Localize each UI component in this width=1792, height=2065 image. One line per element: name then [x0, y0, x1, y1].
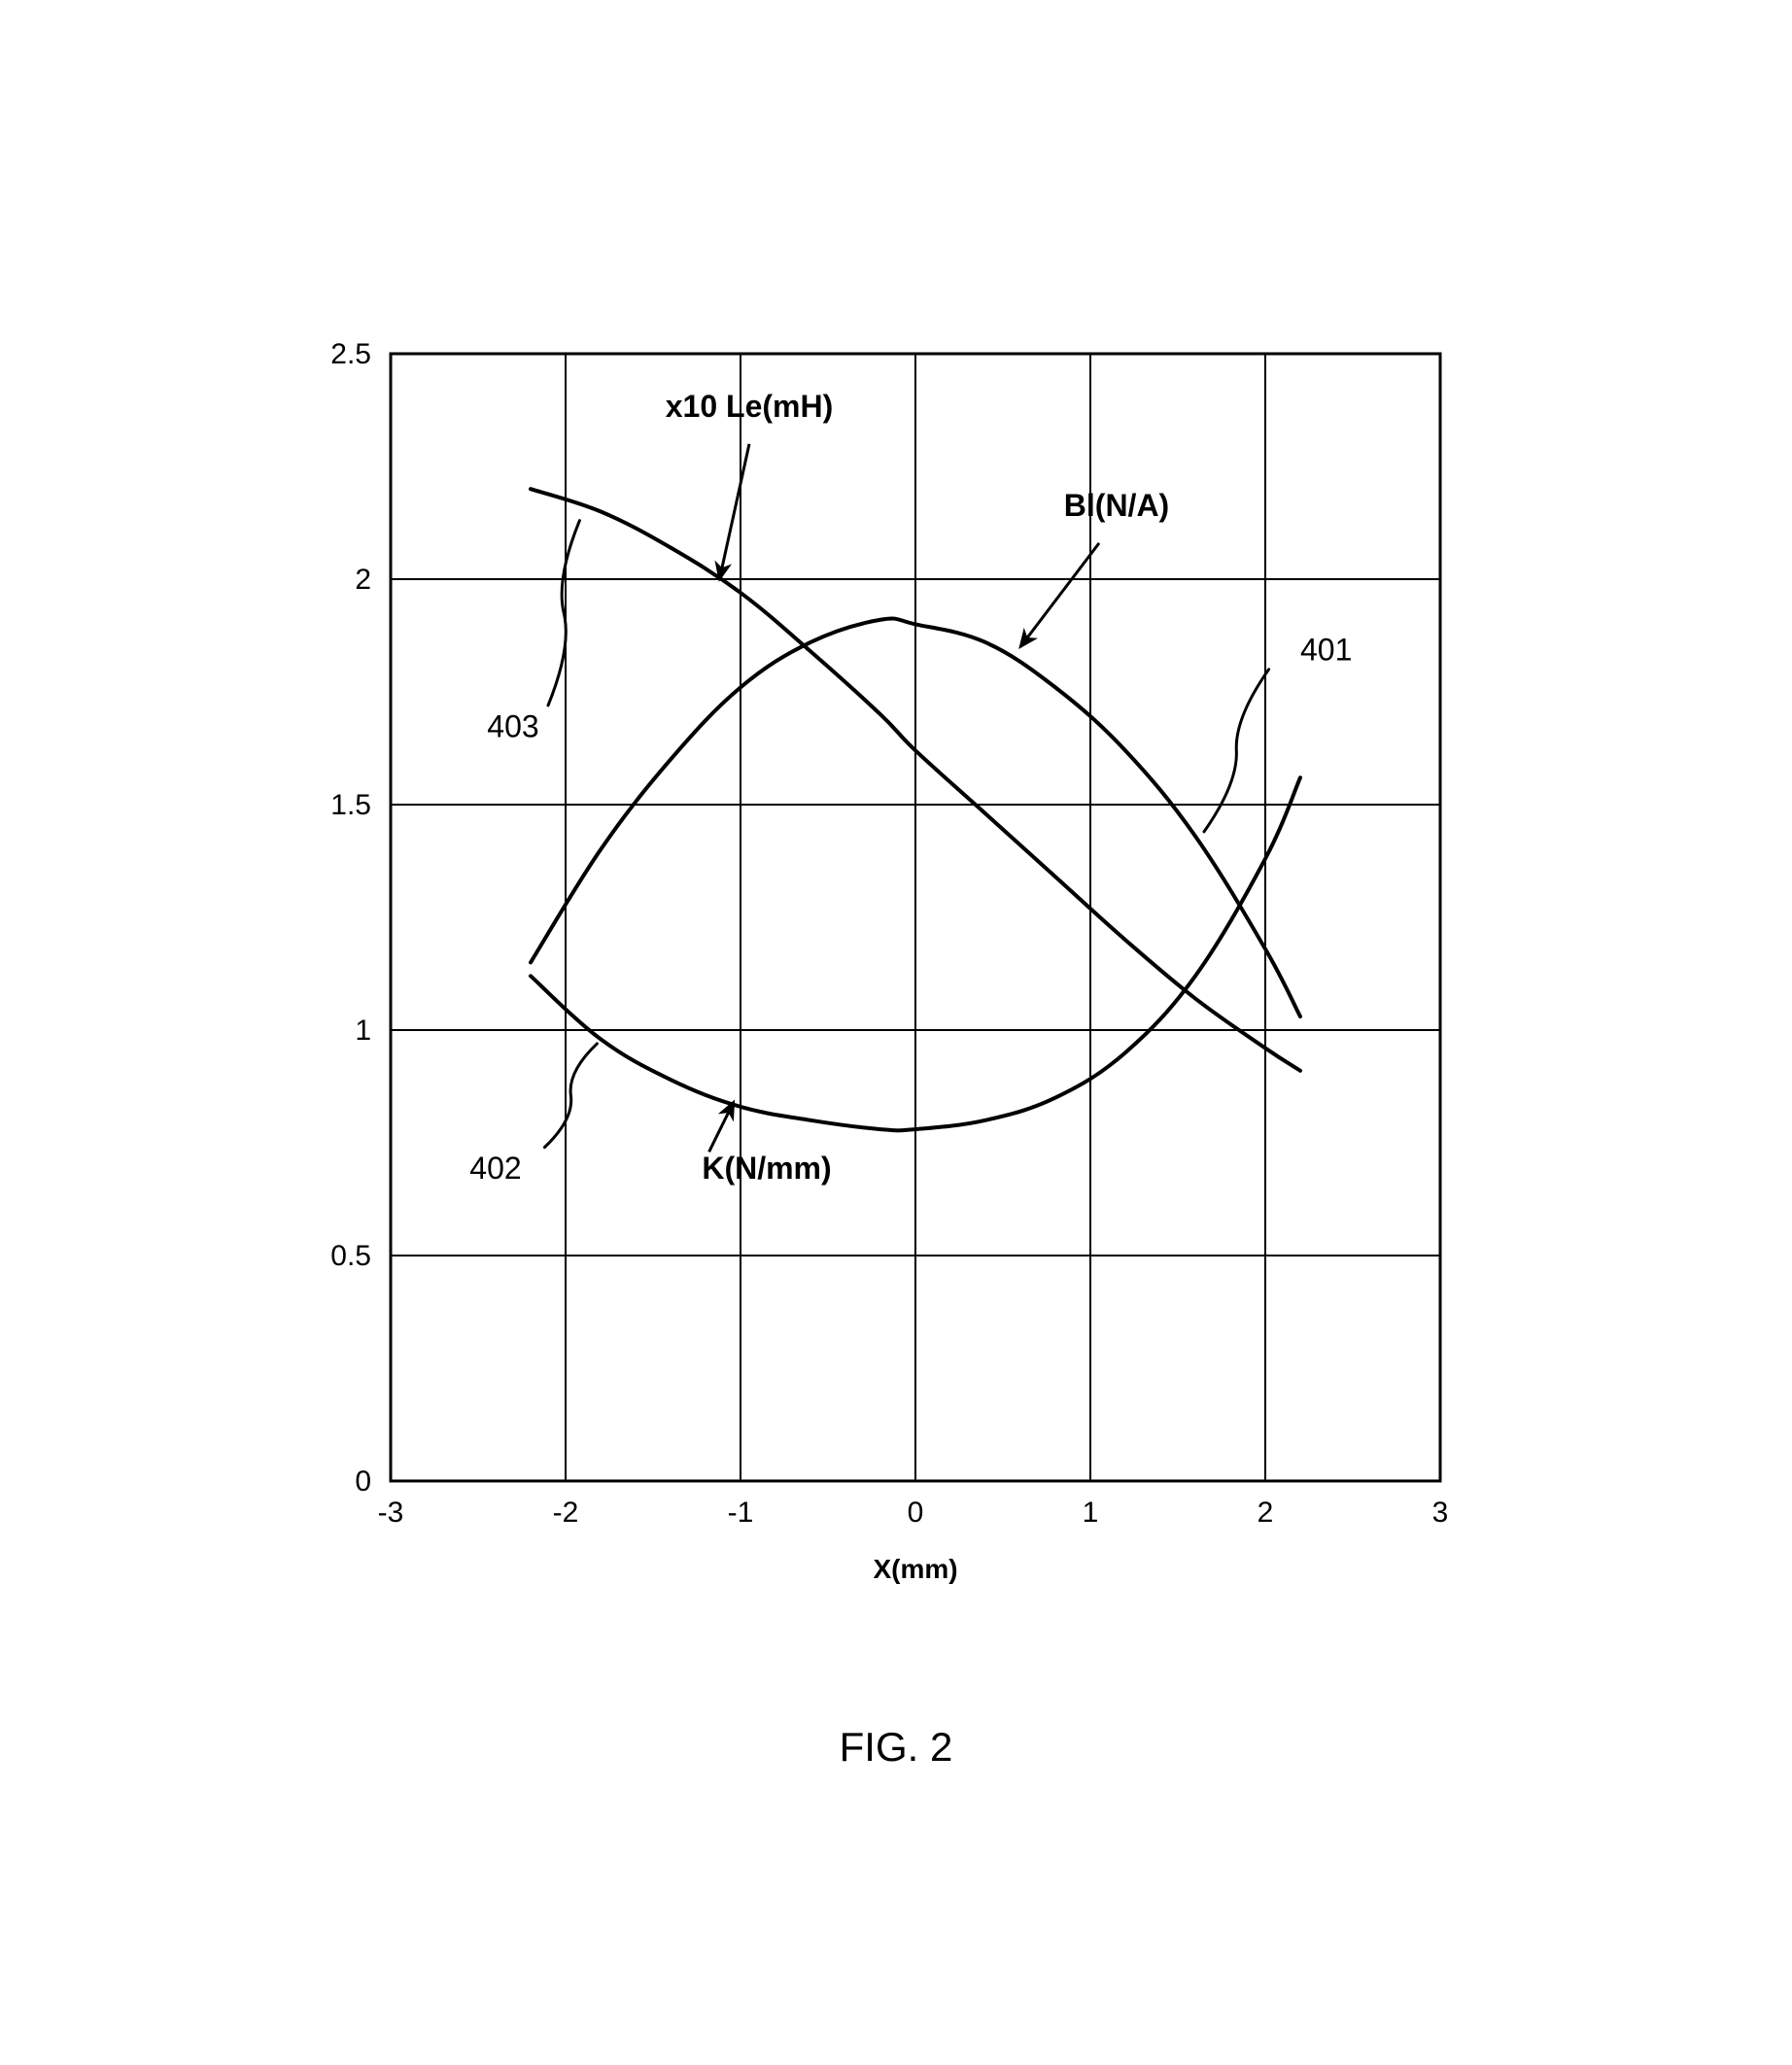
svg-text:0.5: 0.5 — [330, 1240, 371, 1272]
svg-text:2: 2 — [1258, 1497, 1274, 1529]
svg-text:K(N/mm): K(N/mm) — [702, 1151, 831, 1186]
svg-text:401: 401 — [1300, 632, 1352, 667]
svg-text:3: 3 — [1432, 1497, 1449, 1529]
chart-container: -3 -2 -1 0 1 2 3 0 0.5 1 1.5 2 2.5 X(mm) x10 Le(mH) Bl(… — [216, 295, 1576, 1771]
svg-text:0: 0 — [908, 1497, 924, 1529]
svg-text:2.5: 2.5 — [330, 338, 371, 370]
svg-text:402: 402 — [469, 1151, 521, 1186]
svg-text:-1: -1 — [728, 1497, 754, 1529]
chart-svg: -3 -2 -1 0 1 2 3 0 0.5 1 1.5 2 2.5 X(mm) x10 Le(mH) Bl(… — [216, 295, 1576, 1656]
svg-text:1.5: 1.5 — [330, 789, 371, 821]
svg-text:-3: -3 — [378, 1497, 404, 1529]
svg-text:2: 2 — [355, 564, 371, 596]
figure-caption: FIG. 2 — [216, 1724, 1576, 1771]
svg-text:X(mm): X(mm) — [873, 1554, 957, 1584]
svg-text:1: 1 — [1083, 1497, 1099, 1529]
svg-text:1: 1 — [355, 1015, 371, 1047]
svg-text:x10 Le(mH): x10 Le(mH) — [666, 388, 834, 423]
svg-text:403: 403 — [487, 708, 538, 743]
svg-text:0: 0 — [355, 1465, 371, 1497]
svg-text:Bl(N/A): Bl(N/A) — [1064, 488, 1169, 523]
svg-text:-2: -2 — [553, 1497, 579, 1529]
